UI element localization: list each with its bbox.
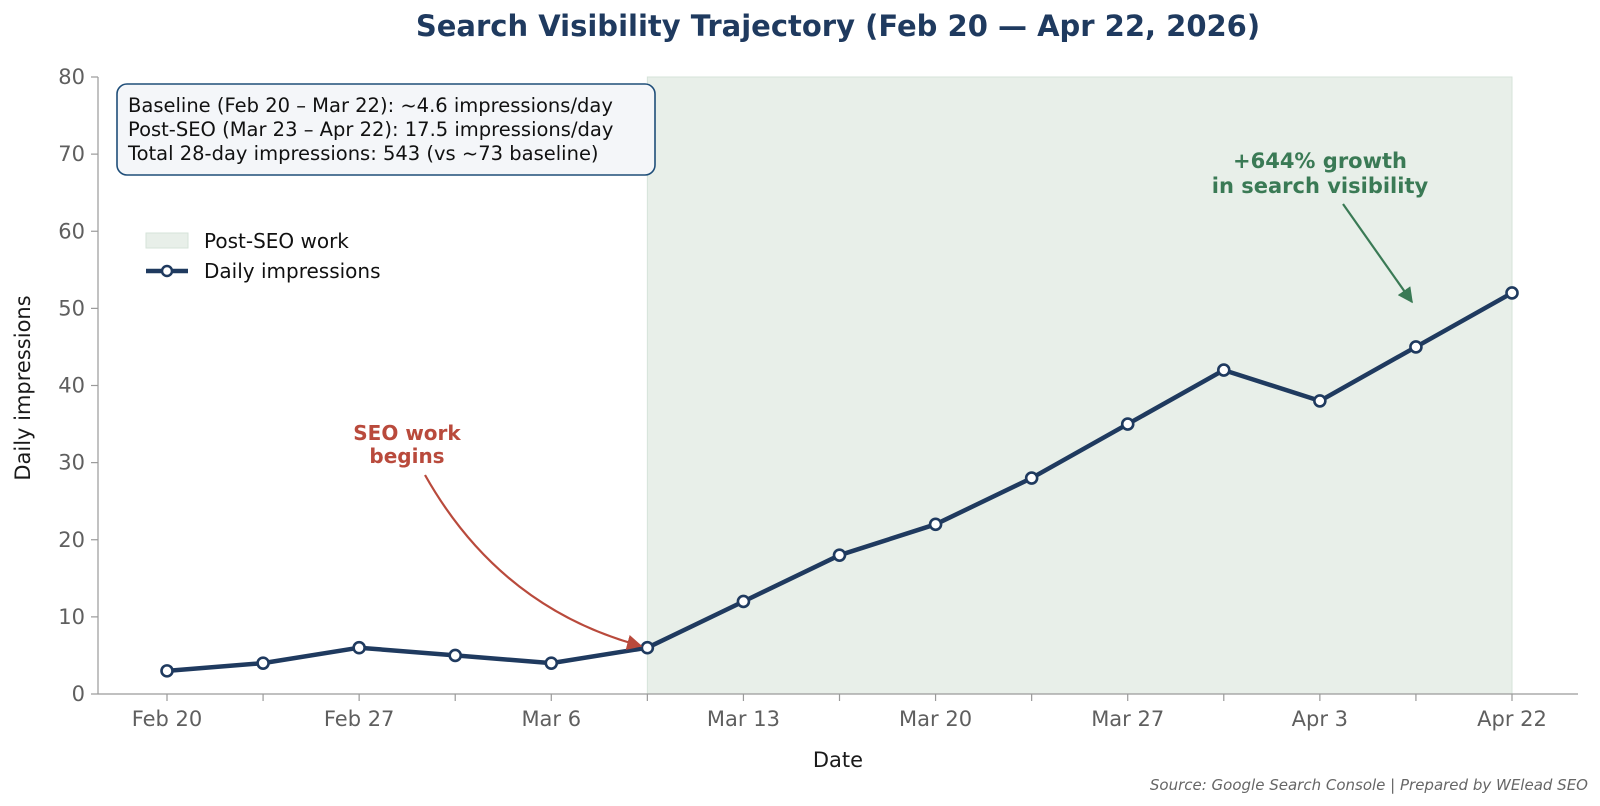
info-box-frame xyxy=(116,83,656,176)
x-tick-label: Apr 22 xyxy=(1477,707,1547,731)
info-box-line: Total 28-day impressions: 543 (vs ~73 ba… xyxy=(127,142,599,165)
y-tick-label: 30 xyxy=(58,451,85,475)
data-point xyxy=(1313,394,1327,408)
annotation-growth-line2: in search visibility xyxy=(1212,174,1429,198)
y-axis-label: Daily impressions xyxy=(11,295,35,480)
data-point xyxy=(1024,471,1039,485)
data-point xyxy=(1120,417,1135,431)
data-point xyxy=(832,548,847,562)
data-point xyxy=(160,664,174,678)
data-point xyxy=(448,648,463,663)
chart-title: Search Visibility Trajectory (Feb 20 — A… xyxy=(416,9,1260,43)
x-tick-label: Mar 6 xyxy=(521,707,581,731)
legend-marker-daily-impressions xyxy=(160,264,174,278)
data-point xyxy=(640,640,655,655)
info-box-line: Baseline (Feb 20 – Mar 22): ~4.6 impress… xyxy=(128,94,613,117)
data-point xyxy=(352,640,366,655)
legend-label-daily-impressions: Daily impressions xyxy=(204,259,381,283)
data-point xyxy=(736,594,751,609)
annotation-seo-begins-arrow xyxy=(424,474,643,650)
x-tick-label: Mar 13 xyxy=(707,707,780,731)
y-axis: 0 10 20 30 40 50 60 70 80 xyxy=(58,65,99,706)
legend-label-post-seo: Post-SEO work xyxy=(204,229,349,253)
annotation-seo-begins-line2: begins xyxy=(369,444,444,468)
x-tick-label: Feb 27 xyxy=(324,707,395,731)
legend: Post-SEO work Daily impressions xyxy=(145,229,381,283)
x-axis: Feb 20 Feb 27 Mar 6 Mar 13 Mar 20 Mar 27 Apr 3… xyxy=(98,693,1578,731)
info-box: Baseline (Feb 20 – Mar 22): ~4.6 impress… xyxy=(116,83,656,176)
data-point xyxy=(1505,286,1519,300)
data-point xyxy=(1216,363,1231,377)
annotation-growth: +644% growth in search visibility xyxy=(1212,149,1429,304)
data-point xyxy=(544,656,559,670)
x-tick-label: Mar 20 xyxy=(899,707,972,731)
y-tick-label: 50 xyxy=(58,296,85,320)
y-tick-label: 20 xyxy=(58,528,85,552)
data-point xyxy=(1409,340,1423,354)
data-point xyxy=(928,517,943,532)
legend-patch-post-seo xyxy=(145,232,189,249)
info-box-line: Post-SEO (Mar 23 – Apr 22): 17.5 impress… xyxy=(128,118,613,141)
annotation-seo-begins-line1: SEO work xyxy=(353,421,461,445)
data-point xyxy=(256,656,270,670)
annotation-growth-arrow xyxy=(1342,203,1413,304)
y-tick-label: 40 xyxy=(58,374,85,398)
y-tick-label: 80 xyxy=(58,65,85,89)
y-tick-label: 70 xyxy=(58,142,85,166)
annotation-seo-begins: SEO work begins xyxy=(353,421,643,650)
source-note: Source: Google Search Console | Prepared… xyxy=(1150,776,1588,794)
x-tick-label: Apr 3 xyxy=(1292,707,1348,731)
post-seo-shaded-region xyxy=(646,76,1513,695)
y-tick-label: 60 xyxy=(58,219,85,243)
x-tick-label: Feb 20 xyxy=(132,707,203,731)
data-points xyxy=(160,286,1519,678)
annotation-growth-line1: +644% growth xyxy=(1233,149,1407,173)
y-tick-label: 10 xyxy=(58,605,85,629)
y-tick-label: 0 xyxy=(72,682,85,706)
x-axis-label: Date xyxy=(813,748,863,772)
x-tick-label: Mar 27 xyxy=(1091,707,1164,731)
